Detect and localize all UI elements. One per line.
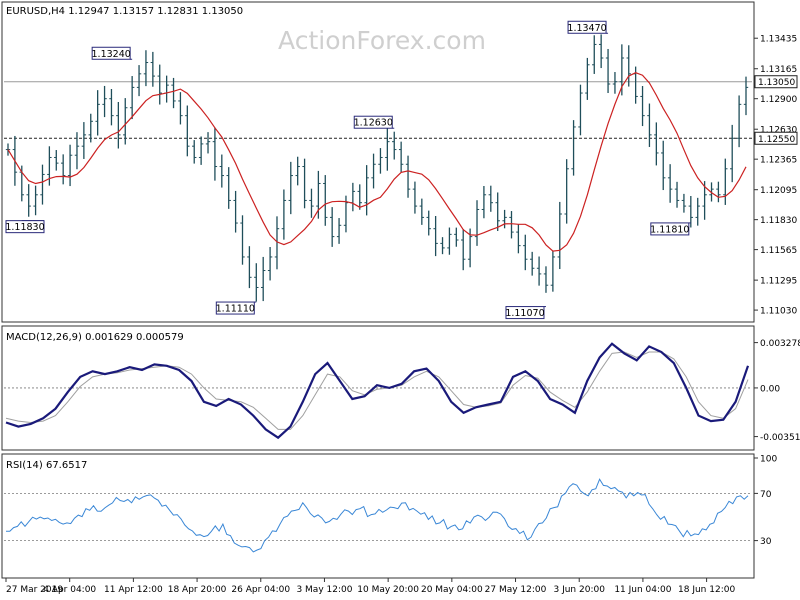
macd-line [5,342,750,440]
price-ytick-label: 1.11830 [760,216,797,226]
price-ytick-label: 1.13165 [760,65,797,75]
xtick-label: 27 Mar 2019 [6,585,63,595]
rsi-header: RSI(14) 67.6517 [6,460,87,471]
xtick-label: 3 Jun 20:00 [553,585,605,595]
rsi-series [4,478,752,553]
xtick-label: 11 Jun 04:00 [614,585,671,595]
current-price-marker [754,75,798,89]
price-callout-label: 1.11830 [5,222,44,233]
price-callout-label: 1.13240 [92,49,131,60]
price-ytick-label: 1.11030 [760,307,797,317]
price-callout-box [567,20,607,34]
price-ytick-label: 1.13435 [760,35,797,45]
price-callout-box [505,306,545,320]
xtick-label: 3 May 12:00 [296,585,352,595]
xtick-label: 18 Jun 12:00 [678,585,735,595]
xtick-label: 10 May 20:00 [357,585,419,595]
moving-average-line [7,72,747,252]
rsi-ytick-label: 70 [760,490,772,500]
price-ytick-label: 1.11565 [760,246,797,256]
price-callout-label: 1.12630 [354,118,393,129]
macd-ytick-label: 0.00 [760,384,780,394]
price-ytick-label: 1.12365 [760,156,797,166]
price-ytick-label: 1.12630 [760,126,797,136]
macd-header: MACD(12,26,9) 0.001629 0.000579 [6,332,184,343]
macd-ytick-label: 0.003278 [760,339,800,349]
current-price-marker-text: 1.13050 [758,78,795,88]
price-callout-box [353,115,393,129]
price-callout-box [650,222,690,236]
price-callout-box [91,46,131,60]
price-ytick-label: 1.12095 [760,186,797,196]
price-callout-label: 1.11110 [216,304,255,315]
xtick-label: 26 Apr 04:00 [231,585,290,595]
price-callout-label: 1.11070 [505,308,544,319]
xtick-label: 11 Apr 12:00 [104,585,163,595]
price-callout-box [215,301,255,315]
price-ytick-label: 1.12900 [760,95,797,105]
price-ytick-label: 1.11295 [760,277,797,287]
rsi-ytick-label: 100 [760,455,777,465]
level-price-marker-text: 1.12550 [758,135,795,145]
price-callout-label: 1.13470 [567,23,606,34]
rsi-line [6,478,749,553]
rsi-panel-frame [1,453,755,579]
xtick-label: 18 Apr 20:00 [168,585,227,595]
xtick-label: 27 May 12:00 [485,585,547,595]
macd-ytick-label: -0.003519 [760,433,800,443]
xtick-label: 4 Apr 04:00 [43,585,96,595]
price-series: 1.13240 1.11830 1.11110 1.12630 1.11070 1.134… [4,20,752,320]
level-price-marker [754,131,798,145]
xtick-label: 20 May 04:00 [421,585,483,595]
axes: 1.11030 1.11295 1.11565 1.11830 1.12095 1.123… [5,35,800,595]
macd-series [4,342,752,440]
price-callout-label: 1.11810 [650,224,689,235]
rsi-ytick-label: 30 [760,537,772,547]
watermark: ActionForex.com [278,26,486,55]
price-header: EURUSD,H4 1.12947 1.13157 1.12831 1.1305… [6,6,243,17]
price-callout-box [5,220,45,234]
